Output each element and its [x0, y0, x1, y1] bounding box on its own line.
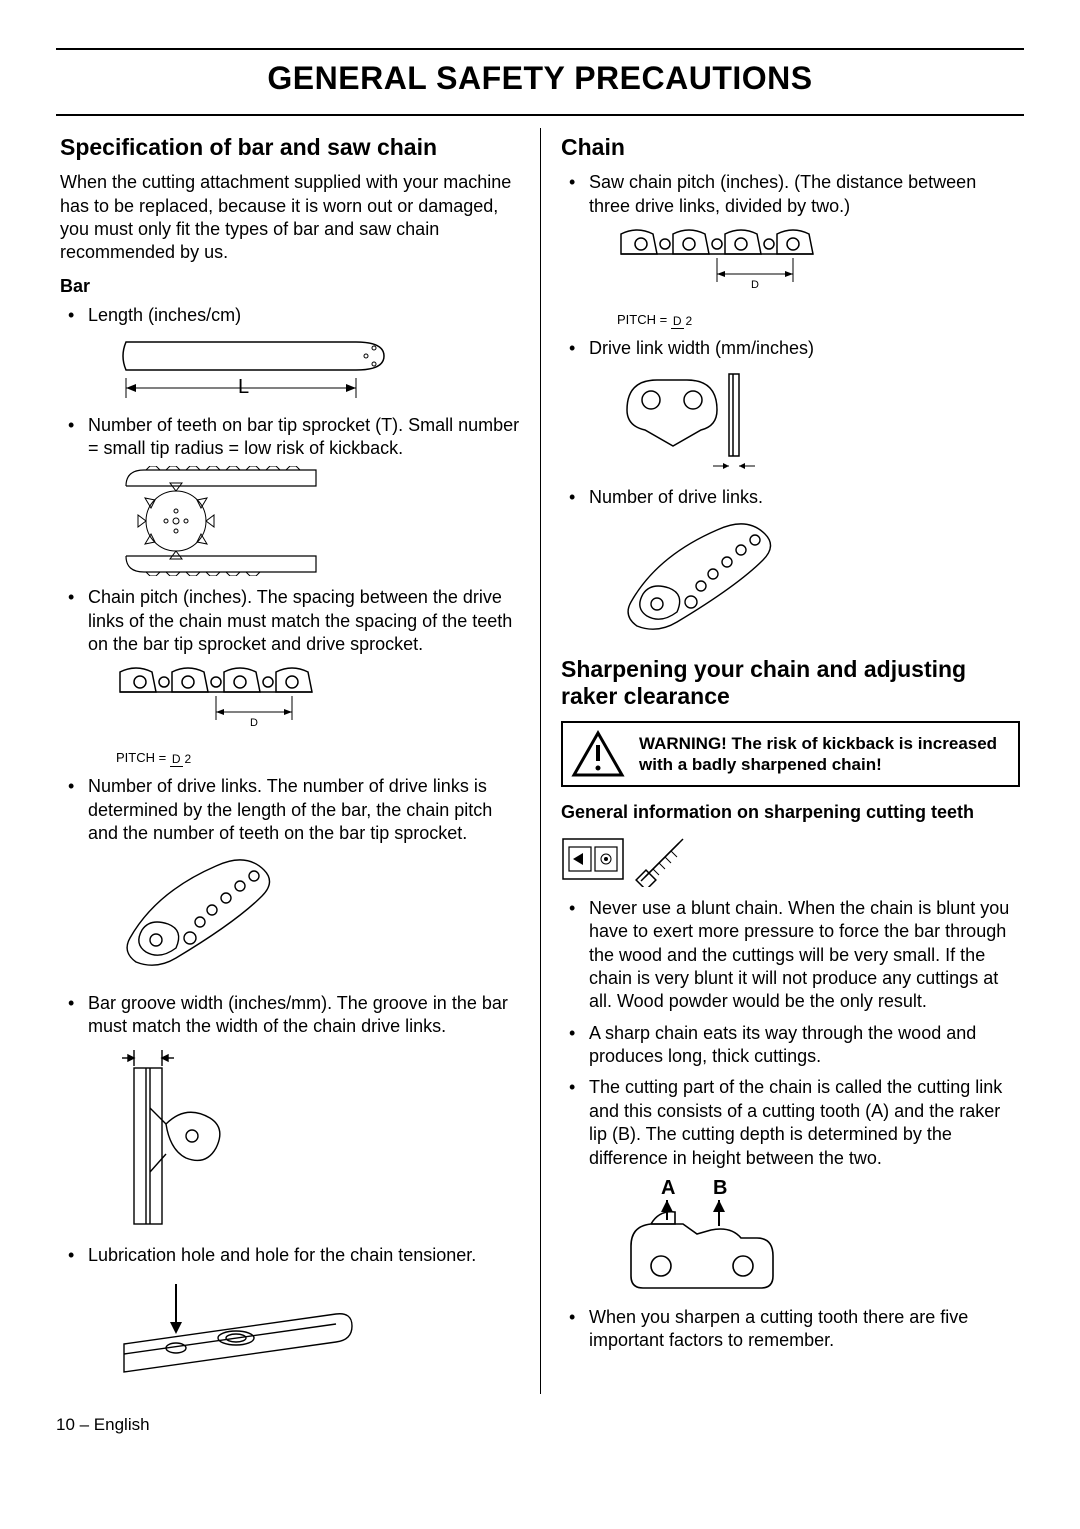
bar-teeth-text: Number of teeth on bar tip sprocket (T).… [88, 415, 519, 458]
left-column: Specification of bar and saw chain When … [56, 128, 540, 1394]
two-column-layout: Specification of bar and saw chain When … [56, 128, 1024, 1394]
label-A: A [661, 1177, 675, 1199]
sharpen-sharp-text: A sharp chain eats its way through the w… [589, 1023, 976, 1066]
cutting-link-figure: A B [617, 1176, 1020, 1296]
page-title: GENERAL SAFETY PRECAUTIONS [56, 56, 1024, 106]
chain-num-item: Number of drive links. [561, 486, 1020, 645]
sharpen-five-text: When you sharpen a cutting tooth there a… [589, 1307, 968, 1350]
bar-length-text: Length (inches/cm) [88, 305, 241, 325]
warning-triangle-icon [563, 723, 633, 786]
pitch-formula: PITCH = D2 [116, 750, 520, 767]
bar-groove-text: Bar groove width (inches/mm). The groove… [88, 993, 508, 1036]
bar-groove-item: Bar groove width (inches/mm). The groove… [60, 992, 520, 1235]
bar-L-label: L [238, 376, 249, 398]
label-B: B [713, 1177, 727, 1199]
sharpen-cutting-text: The cutting part of the chain is called … [589, 1077, 1002, 1167]
chain-dlw-text: Drive link width (mm/inches) [589, 338, 814, 358]
gen-info-subheading: General information on sharpening cuttin… [561, 801, 1020, 824]
bar-subheading: Bar [60, 275, 520, 298]
chain-pitch-item: Saw chain pitch (inches). (The distance … [561, 171, 1020, 329]
pitch-formula-2: PITCH = D2 [617, 312, 1020, 329]
sharpen-cutting-item: The cutting part of the chain is called … [561, 1076, 1020, 1296]
pitch-eq-label: PITCH = [116, 750, 166, 765]
heading-spec: Specification of bar and saw chain [60, 134, 520, 162]
bar-pitch-item: Chain pitch (inches). The spacing betwee… [60, 586, 520, 767]
sharpen-blunt-item: Never use a blunt chain. When the chain … [561, 897, 1020, 1014]
dim-D-label: D [250, 717, 258, 729]
bar-teeth-item: Number of teeth on bar tip sprocket (T).… [60, 414, 520, 577]
sharpen-blunt-text: Never use a blunt chain. When the chain … [589, 898, 1009, 1012]
intro-paragraph: When the cutting attachment supplied wit… [60, 171, 520, 265]
right-column: Chain Saw chain pitch (inches). (The dis… [540, 128, 1024, 1394]
bar-pitch-text: Chain pitch (inches). The spacing betwee… [88, 587, 512, 654]
bar-length-item: Length (inches/cm) L [60, 304, 520, 403]
heading-chain: Chain [561, 134, 1020, 162]
chain-pitch-figure: D [617, 224, 1020, 302]
drivelinks-figure [116, 852, 520, 982]
chain-num-figure [617, 516, 1020, 646]
warning-box: WARNING! The risk of kickback is increas… [561, 721, 1020, 788]
chain-pitch-text: Saw chain pitch (inches). (The distance … [589, 172, 976, 215]
lube-figure [116, 1274, 520, 1384]
dlw-figure [617, 366, 1020, 476]
groove-figure [116, 1044, 520, 1234]
bar-pitch-figure: D [116, 662, 520, 740]
bar-lube-text: Lubrication hole and hole for the chain … [88, 1245, 476, 1265]
sharpen-five-item: When you sharpen a cutting tooth there a… [561, 1306, 1020, 1353]
bar-length-figure: L [116, 334, 520, 404]
sharpen-sharp-item: A sharp chain eats its way through the w… [561, 1022, 1020, 1069]
chain-dlw-item: Drive link width (mm/inches) [561, 337, 1020, 476]
bar-lube-item: Lubrication hole and hole for the chain … [60, 1244, 520, 1383]
page-footer: 10 – English [56, 1414, 1024, 1436]
bar-drivelinks-text: Number of drive links. The number of dri… [88, 776, 492, 843]
pitch-eq-label-2: PITCH = [617, 312, 667, 327]
bar-sprocket-figure [116, 466, 520, 576]
bar-drivelinks-item: Number of drive links. The number of dri… [60, 775, 520, 981]
warning-text: WARNING! The risk of kickback is increas… [633, 723, 1018, 786]
sharpen-icons-figure [561, 831, 1020, 887]
heading-sharpen: Sharpening your chain and adjusting rake… [561, 656, 1020, 711]
chain-num-text: Number of drive links. [589, 487, 763, 507]
svg-text:D: D [751, 279, 759, 291]
